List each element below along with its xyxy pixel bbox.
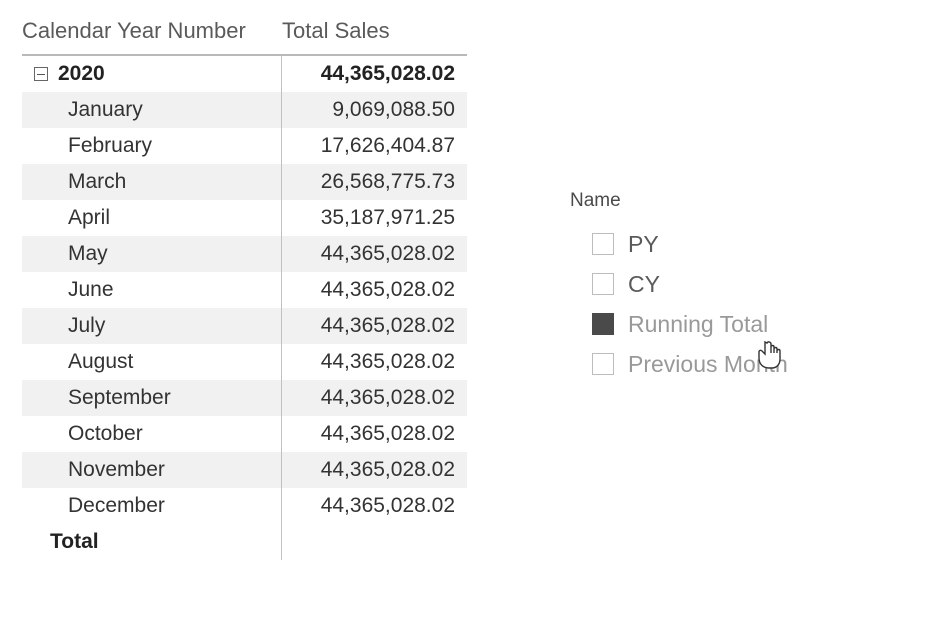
checkbox-icon[interactable] bbox=[592, 273, 614, 295]
slicer-title: Name bbox=[570, 190, 890, 212]
matrix-month-row[interactable]: June 44,365,028.02 bbox=[22, 272, 467, 308]
matrix-year-label: 2020 bbox=[58, 56, 105, 92]
matrix-month-row[interactable]: September 44,365,028.02 bbox=[22, 380, 467, 416]
matrix-month-label: April bbox=[34, 200, 110, 236]
slicer-item[interactable]: Running Total bbox=[570, 304, 890, 344]
matrix-month-value: 35,187,971.25 bbox=[282, 200, 467, 236]
matrix-total-value bbox=[282, 524, 467, 560]
slicer-item[interactable]: CY bbox=[570, 264, 890, 304]
matrix-month-row[interactable]: December 44,365,028.02 bbox=[22, 488, 467, 524]
matrix-month-row[interactable]: January 9,069,088.50 bbox=[22, 92, 467, 128]
matrix-month-value: 26,568,775.73 bbox=[282, 164, 467, 200]
matrix-month-value: 44,365,028.02 bbox=[282, 272, 467, 308]
matrix-header-category: Calendar Year Number bbox=[22, 18, 282, 44]
matrix-body: 2020 44,365,028.02 January9,069,088.50Fe… bbox=[22, 54, 467, 560]
matrix-month-value: 44,365,028.02 bbox=[282, 380, 467, 416]
matrix-month-label: September bbox=[34, 380, 171, 416]
checkbox-icon[interactable] bbox=[592, 313, 614, 335]
matrix-month-label: March bbox=[34, 164, 126, 200]
checkbox-icon[interactable] bbox=[592, 353, 614, 375]
matrix-month-row[interactable]: October 44,365,028.02 bbox=[22, 416, 467, 452]
matrix-header-value: Total Sales bbox=[282, 18, 467, 44]
matrix-total-row: Total bbox=[22, 524, 467, 560]
matrix-month-label: August bbox=[34, 344, 133, 380]
slicer-item-label: CY bbox=[628, 271, 660, 298]
name-slicer: Name PY CY Running Total Previous Month bbox=[570, 190, 890, 384]
matrix-month-row[interactable]: November 44,365,028.02 bbox=[22, 452, 467, 488]
matrix-month-row[interactable]: July 44,365,028.02 bbox=[22, 308, 467, 344]
checkbox-icon[interactable] bbox=[592, 233, 614, 255]
matrix-month-label: June bbox=[34, 272, 114, 308]
matrix-month-row[interactable]: April 35,187,971.25 bbox=[22, 200, 467, 236]
slicer-item-label: PY bbox=[628, 231, 659, 258]
slicer-item-label: Running Total bbox=[628, 311, 768, 338]
matrix-month-row[interactable]: May 44,365,028.02 bbox=[22, 236, 467, 272]
matrix-month-label: February bbox=[34, 128, 152, 164]
matrix-month-value: 44,365,028.02 bbox=[282, 416, 467, 452]
matrix-month-label: May bbox=[34, 236, 108, 272]
matrix-month-value: 44,365,028.02 bbox=[282, 344, 467, 380]
matrix-month-value: 17,626,404.87 bbox=[282, 128, 467, 164]
slicer-item-label: Previous Month bbox=[628, 351, 788, 378]
matrix-header-row: Calendar Year Number Total Sales bbox=[22, 18, 467, 54]
matrix-month-value: 44,365,028.02 bbox=[282, 236, 467, 272]
sales-matrix: Calendar Year Number Total Sales 2020 44… bbox=[22, 18, 467, 560]
matrix-month-row[interactable]: August 44,365,028.02 bbox=[22, 344, 467, 380]
matrix-month-label: October bbox=[34, 416, 143, 452]
matrix-month-value: 44,365,028.02 bbox=[282, 452, 467, 488]
matrix-month-row[interactable]: February 17,626,404.87 bbox=[22, 128, 467, 164]
matrix-total-label: Total bbox=[34, 524, 99, 560]
matrix-year-value: 44,365,028.02 bbox=[282, 56, 467, 92]
slicer-item[interactable]: Previous Month bbox=[570, 344, 890, 384]
matrix-month-value: 44,365,028.02 bbox=[282, 488, 467, 524]
collapse-icon[interactable] bbox=[34, 67, 48, 81]
matrix-month-value: 44,365,028.02 bbox=[282, 308, 467, 344]
matrix-month-label: November bbox=[34, 452, 165, 488]
matrix-month-value: 9,069,088.50 bbox=[282, 92, 467, 128]
matrix-month-row[interactable]: March 26,568,775.73 bbox=[22, 164, 467, 200]
slicer-item[interactable]: PY bbox=[570, 224, 890, 264]
matrix-month-label: July bbox=[34, 308, 105, 344]
matrix-month-label: December bbox=[34, 488, 165, 524]
matrix-year-row[interactable]: 2020 44,365,028.02 bbox=[22, 56, 467, 92]
matrix-month-label: January bbox=[34, 92, 143, 128]
